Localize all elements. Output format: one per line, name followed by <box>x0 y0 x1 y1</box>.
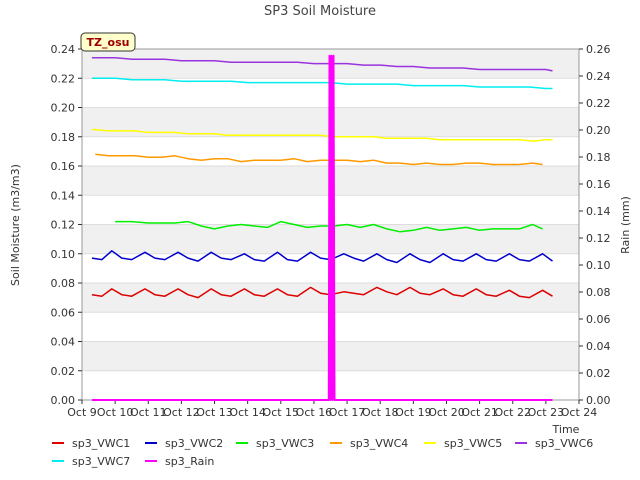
x-tick-label: Oct 19 <box>395 406 432 419</box>
legend-label: sp3_VWC5 <box>444 437 502 450</box>
y-tick-label: 0.16 <box>51 160 76 173</box>
series-line-sp3_VWC1 <box>91 286 553 299</box>
x-axis-label: Time <box>552 423 580 436</box>
station-badge: TZ_osu <box>80 32 136 52</box>
x-tick-label: Oct 22 <box>494 406 531 419</box>
y-tick-label: 0.14 <box>51 189 76 202</box>
y2-tick-label: 0.14 <box>586 205 611 218</box>
y-tick-label: 0.02 <box>51 365 76 378</box>
y2-tick-label: 0.24 <box>586 70 611 83</box>
x-tick-label: Oct 23 <box>528 406 565 419</box>
y2-tick-label: 0.04 <box>586 340 611 353</box>
legend-label: sp3_VWC1 <box>72 437 130 450</box>
x-tick-label: Oct 21 <box>461 406 498 419</box>
x-tick-label: Oct 13 <box>196 406 233 419</box>
legend-label: sp3_Rain <box>165 455 214 468</box>
x-tick-label: Oct 18 <box>362 406 399 419</box>
y-tick-label: 0.18 <box>51 131 76 144</box>
y-axis-left: 0.00 0.02 0.04 0.06 0.08 0.10 0.12 0.14 0.16 0.18… <box>51 43 82 407</box>
y2-tick-label: 0.06 <box>586 313 611 326</box>
y2-tick-label: 0.18 <box>586 151 611 164</box>
legend: sp3_VWC1 sp3_VWC2 sp3_VWC3 sp3_VWC4 sp3_VWC5… <box>52 437 593 468</box>
legend-label: sp3_VWC7 <box>72 455 130 468</box>
x-tick-label: Oct 17 <box>329 406 366 419</box>
y-tick-label: 0.20 <box>51 102 76 115</box>
x-tick-label: Oct 14 <box>229 406 266 419</box>
y2-tick-label: 0.16 <box>586 178 611 191</box>
y-tick-label: 0.22 <box>51 72 76 85</box>
series-line-sp3_Rain <box>91 54 553 401</box>
legend-label: sp3_VWC6 <box>535 437 593 450</box>
y2-axis-label: Rain (mm) <box>619 196 632 254</box>
legend-label: sp3_VWC4 <box>350 437 408 450</box>
x-tick-label: Oct 12 <box>163 406 200 419</box>
chart-title: SP3 Soil Moisture <box>264 4 376 19</box>
y2-tick-label: 0.10 <box>586 259 611 272</box>
y-tick-label: 0.06 <box>51 306 76 319</box>
x-tick-label: Oct 20 <box>428 406 465 419</box>
series-line-sp3_VWC2 <box>91 250 553 264</box>
series-line-sp3_VWC4 <box>95 153 543 166</box>
y2-tick-label: 0.08 <box>586 286 611 299</box>
y-axis-label: Soil Moisture (m3/m3) <box>9 164 22 286</box>
y2-tick-label: 0.22 <box>586 97 611 110</box>
y-tick-label: 0.04 <box>51 336 76 349</box>
y-tick-label: 0.10 <box>51 248 76 261</box>
legend-label: sp3_VWC2 <box>165 437 223 450</box>
x-tick-label: Oct 9 <box>67 406 97 419</box>
x-tick-label: Oct 11 <box>130 406 167 419</box>
legend-label: sp3_VWC3 <box>256 437 314 450</box>
y-tick-label: 0.24 <box>51 43 76 56</box>
series-line-sp3_VWC5 <box>91 128 553 142</box>
series-line-sp3_VWC7 <box>91 77 553 90</box>
station-badge-label: TZ_osu <box>87 36 130 49</box>
y2-tick-label: 0.02 <box>586 367 611 380</box>
station-badge-box <box>80 32 136 52</box>
y-tick-label: 0.08 <box>51 277 76 290</box>
y-axis-right: 0.00 0.02 0.04 0.06 0.08 0.10 0.12 0.14 0.16 0.18… <box>579 43 611 407</box>
y2-tick-label: 0.12 <box>586 232 611 245</box>
y2-tick-label: 0.20 <box>586 124 611 137</box>
x-tick-label: Oct 10 <box>97 406 134 419</box>
x-tick-label: Oct 16 <box>296 406 333 419</box>
x-tick-label: Oct 15 <box>263 406 300 419</box>
series-layer <box>91 54 553 401</box>
y2-tick-label: 0.26 <box>586 43 611 56</box>
y-tick-label: 0.00 <box>51 394 76 407</box>
x-tick-label: Oct 24 <box>561 406 598 419</box>
y2-tick-label: 0.00 <box>586 394 611 407</box>
y-tick-label: 0.12 <box>51 219 76 232</box>
